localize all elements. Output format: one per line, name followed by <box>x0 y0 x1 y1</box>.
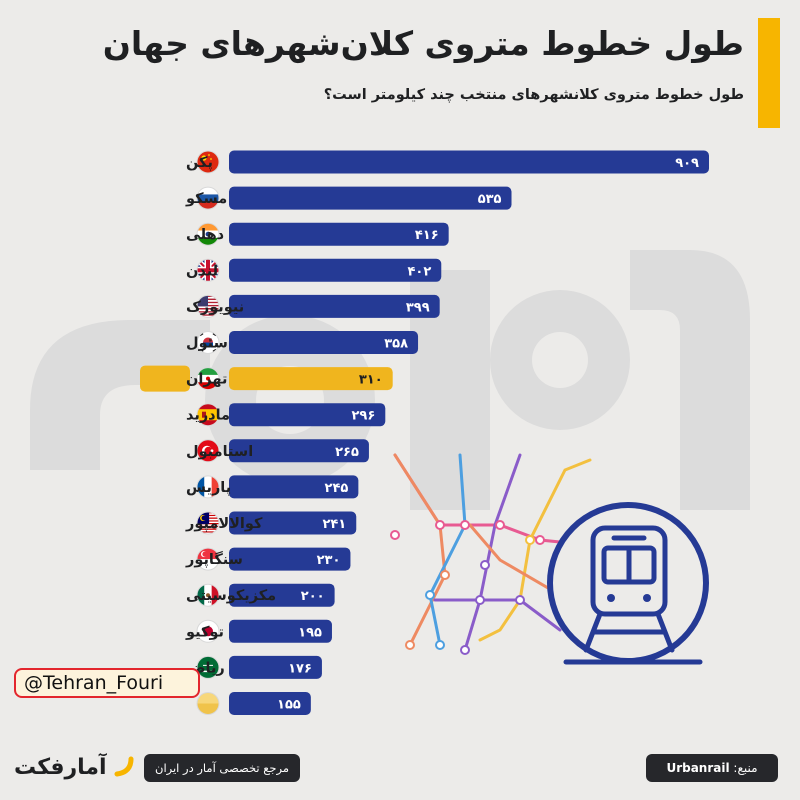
bar-8 <box>229 439 369 463</box>
bar-14 <box>229 655 322 679</box>
reference-badge: مرجع تخصصی آمار در ایران <box>144 754 300 782</box>
bar-10 <box>229 511 357 535</box>
category-label-8: استامبول <box>186 444 253 460</box>
highlight-category-bg <box>140 365 190 392</box>
value-label-0: ۹۰۹ <box>675 156 699 171</box>
bar-4 <box>229 294 440 318</box>
bar-7 <box>229 403 386 427</box>
bar-3 <box>229 258 442 282</box>
category-label-5: سئول <box>186 336 228 352</box>
value-label-3: ۴۰۲ <box>407 264 431 279</box>
bar-5 <box>229 331 419 354</box>
value-label-10: ۲۴۱ <box>322 517 346 532</box>
category-label-11: سنگاپور <box>185 550 243 568</box>
japan-flag-icon <box>196 619 220 643</box>
brand-logo-text: آمارفکت <box>14 754 107 780</box>
value-label-11: ۲۳۰ <box>317 553 341 568</box>
value-label-13: ۱۹۵ <box>298 625 322 640</box>
value-label-12: ۲۰۰ <box>301 589 325 604</box>
malaysia-flag-icon <box>196 511 220 535</box>
source-value: Urbanrail <box>666 761 730 775</box>
usa-flag-icon <box>196 294 220 318</box>
bar-15 <box>229 692 311 715</box>
value-label-6: ۳۱۰ <box>359 373 383 388</box>
category-label-1: مسکو <box>185 191 227 207</box>
source-label: منبع: <box>733 761 758 775</box>
korea-flag-icon <box>196 331 220 354</box>
watermark-handle: @Tehran_Fouri <box>14 668 200 698</box>
value-label-5: ۳۵۸ <box>384 337 408 352</box>
brand-logo-mark-icon <box>114 756 134 777</box>
accent-bar <box>758 18 780 128</box>
category-label-2: دهلی <box>186 227 224 243</box>
value-label-8: ۲۶۵ <box>335 445 359 460</box>
turkey-flag-icon <box>196 439 220 463</box>
brand-logo: آمارفکت <box>14 752 135 782</box>
page-subtitle: طول خطوط متروی کلانشهرهای منتخب چند کیلو… <box>323 87 744 103</box>
value-label-14: ۱۷۶ <box>288 661 312 676</box>
bar-1 <box>229 186 512 210</box>
mexico-flag-icon <box>196 583 220 607</box>
iran-flag-icon <box>196 367 220 391</box>
category-label-0: پکن <box>186 155 213 171</box>
bar-12 <box>229 583 335 607</box>
france-flag-icon <box>196 475 220 499</box>
category-label-6: تهران <box>186 372 227 388</box>
uk-flag-icon <box>196 258 220 282</box>
category-label-13: توکیو <box>185 624 224 640</box>
bar-0 <box>229 150 709 174</box>
bar-9 <box>229 475 359 499</box>
india-flag-icon <box>196 222 220 246</box>
value-label-7: ۲۹۶ <box>351 409 375 424</box>
category-label-7: مادرید <box>186 408 230 424</box>
page-title: طول خطوط متروی کلان‌شهرهای جهان <box>102 24 744 63</box>
russia-flag-icon <box>196 186 220 210</box>
singapore-flag-icon <box>196 547 220 571</box>
source-badge: منبع: Urbanrail <box>646 754 778 782</box>
category-label-3: لندن <box>186 263 218 279</box>
bar-13 <box>229 619 332 643</box>
category-label-12: مکزیکوسیتی <box>186 588 276 604</box>
value-label-2: ۴۱۶ <box>415 228 439 243</box>
flag-icon <box>196 692 220 715</box>
saudi-flag-icon <box>196 655 220 679</box>
value-label-1: ۵۳۵ <box>478 192 502 207</box>
category-label-9: پاریس <box>186 480 231 496</box>
metro-map-illustration <box>390 453 709 665</box>
value-label-9: ۲۴۵ <box>325 481 349 496</box>
spain-flag-icon <box>196 403 220 427</box>
bar-11 <box>229 547 351 571</box>
category-label-4: نیویورک <box>186 299 244 315</box>
value-label-15: ۱۵۵ <box>277 698 301 713</box>
value-label-4: ۳۹۹ <box>406 300 430 315</box>
bar-6 <box>229 367 393 391</box>
category-label-10: کوالالامپور <box>185 516 263 532</box>
bar-2 <box>229 222 449 246</box>
china-flag-icon <box>196 150 220 174</box>
